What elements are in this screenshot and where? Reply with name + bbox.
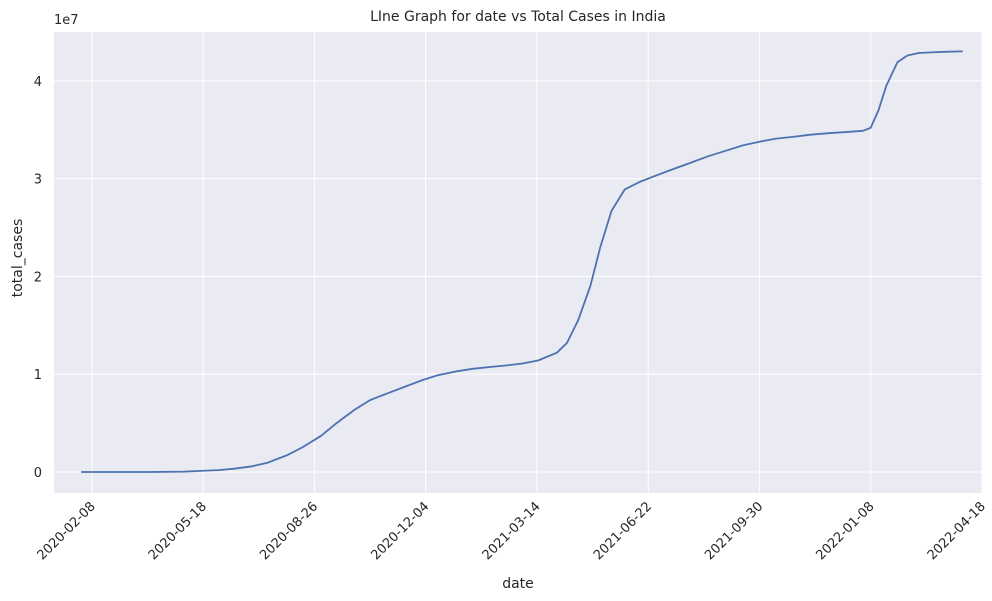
x-tick-label: 2020-12-04: [368, 499, 432, 563]
y-tick-label: 2: [34, 270, 42, 285]
x-tick-label: 2021-09-30: [702, 499, 766, 563]
y-tick-label: 0: [34, 466, 42, 481]
x-tick-label: 2022-04-18: [925, 499, 989, 563]
y-tick-labels: 0 1 2 3 4: [34, 75, 42, 481]
x-tick-label: 2020-05-18: [146, 499, 210, 563]
x-axis-label: date: [502, 576, 534, 592]
series-lines: [80, 50, 963, 473]
y-tick-label: 3: [34, 173, 42, 188]
chart-title: LIne Graph for date vs Total Cases in In…: [370, 9, 666, 25]
x-tick-label: 2020-02-08: [35, 499, 99, 563]
x-tick-label: 2022-01-08: [814, 499, 878, 563]
x-tick-label: 2021-03-14: [480, 499, 544, 563]
x-tick-label: 2021-06-22: [591, 499, 655, 563]
x-tick-labels: 2020-02-08 2020-05-18 2020-08-26 2020-12-04…: [35, 499, 989, 563]
y-tick-label: 1: [34, 368, 42, 383]
y-axis-label: total_cases: [10, 219, 26, 298]
x-tick-label: 2020-08-26: [257, 499, 321, 563]
y-axis-offset-label: 1e7: [54, 13, 79, 28]
series-line: [80, 50, 963, 473]
grid-lines: [54, 32, 983, 493]
plot-background: [54, 32, 982, 493]
y-tick-label: 4: [34, 75, 42, 90]
